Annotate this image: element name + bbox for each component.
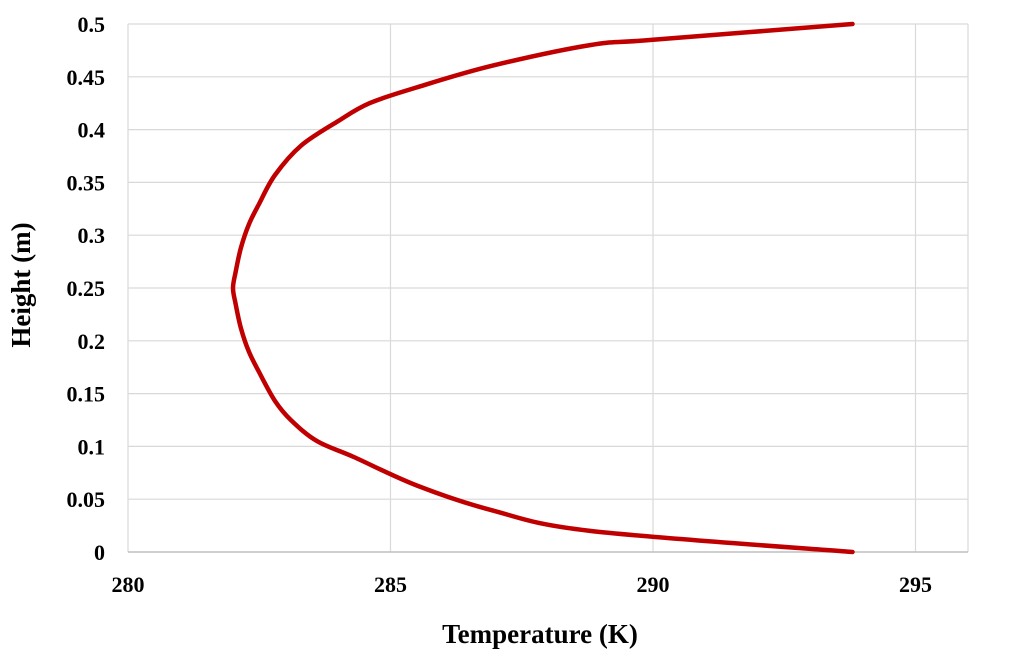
x-tick-label: 280 (112, 572, 145, 597)
y-tick-label: 0.3 (78, 223, 106, 248)
y-tick-label: 0.35 (67, 170, 106, 195)
y-tick-label: 0.05 (67, 487, 106, 512)
x-tick-label: 295 (899, 572, 932, 597)
x-tick-label: 290 (637, 572, 670, 597)
x-tick-labels: 280 285 290 295 (112, 572, 933, 597)
y-tick-label: 0.45 (67, 65, 106, 90)
x-axis-title: Temperature (K) (442, 619, 638, 649)
y-tick-label: 0.4 (78, 118, 106, 143)
y-tick-labels: 0 0.05 0.1 0.15 0.2 0.25 0.3 0.35 0.4 0.45 0.5 (67, 12, 106, 565)
y-axis-title: Height (m) (6, 222, 36, 347)
y-tick-label: 0.25 (67, 276, 106, 301)
y-tick-label: 0.5 (78, 12, 106, 37)
x-tick-label: 285 (374, 572, 407, 597)
y-tick-label: 0 (94, 540, 105, 565)
y-tick-label: 0.2 (78, 329, 106, 354)
y-gridlines (127, 23, 968, 552)
y-tick-label: 0.1 (78, 434, 106, 459)
series-line-0 (230, 21, 855, 555)
y-tick-label: 0.15 (67, 382, 106, 407)
series-layer (230, 21, 855, 555)
